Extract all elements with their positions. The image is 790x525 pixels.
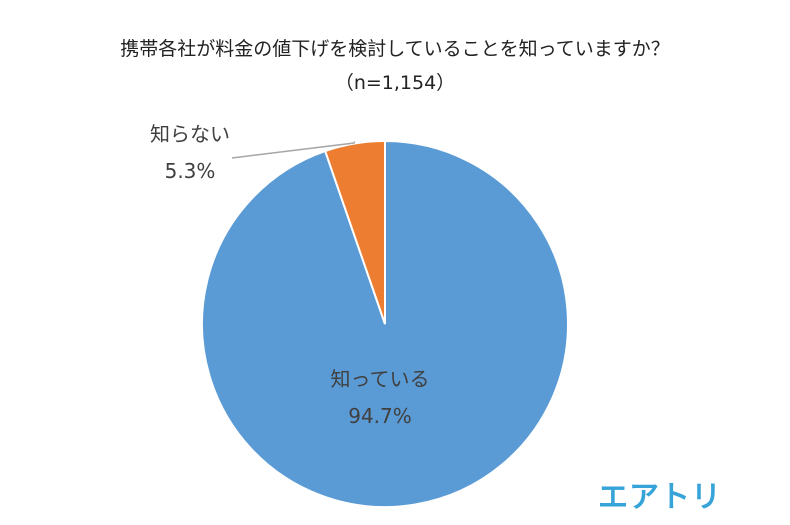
brand-logo: エアトリ [598,480,722,515]
slice-value-2: 5.3% [165,159,216,183]
chart-subtitle: （n=1,154） [334,72,456,94]
leader-line [231,141,356,159]
slice-label-2: 知らない [150,122,230,146]
pie-slice-2 [323,139,386,325]
slice-label-1: 知っている [331,367,430,391]
chart-title: 携帯各社が料金の値下げを検討していることを知っていますか？ [120,38,670,60]
slice-value-1: 94.7% [348,404,412,428]
